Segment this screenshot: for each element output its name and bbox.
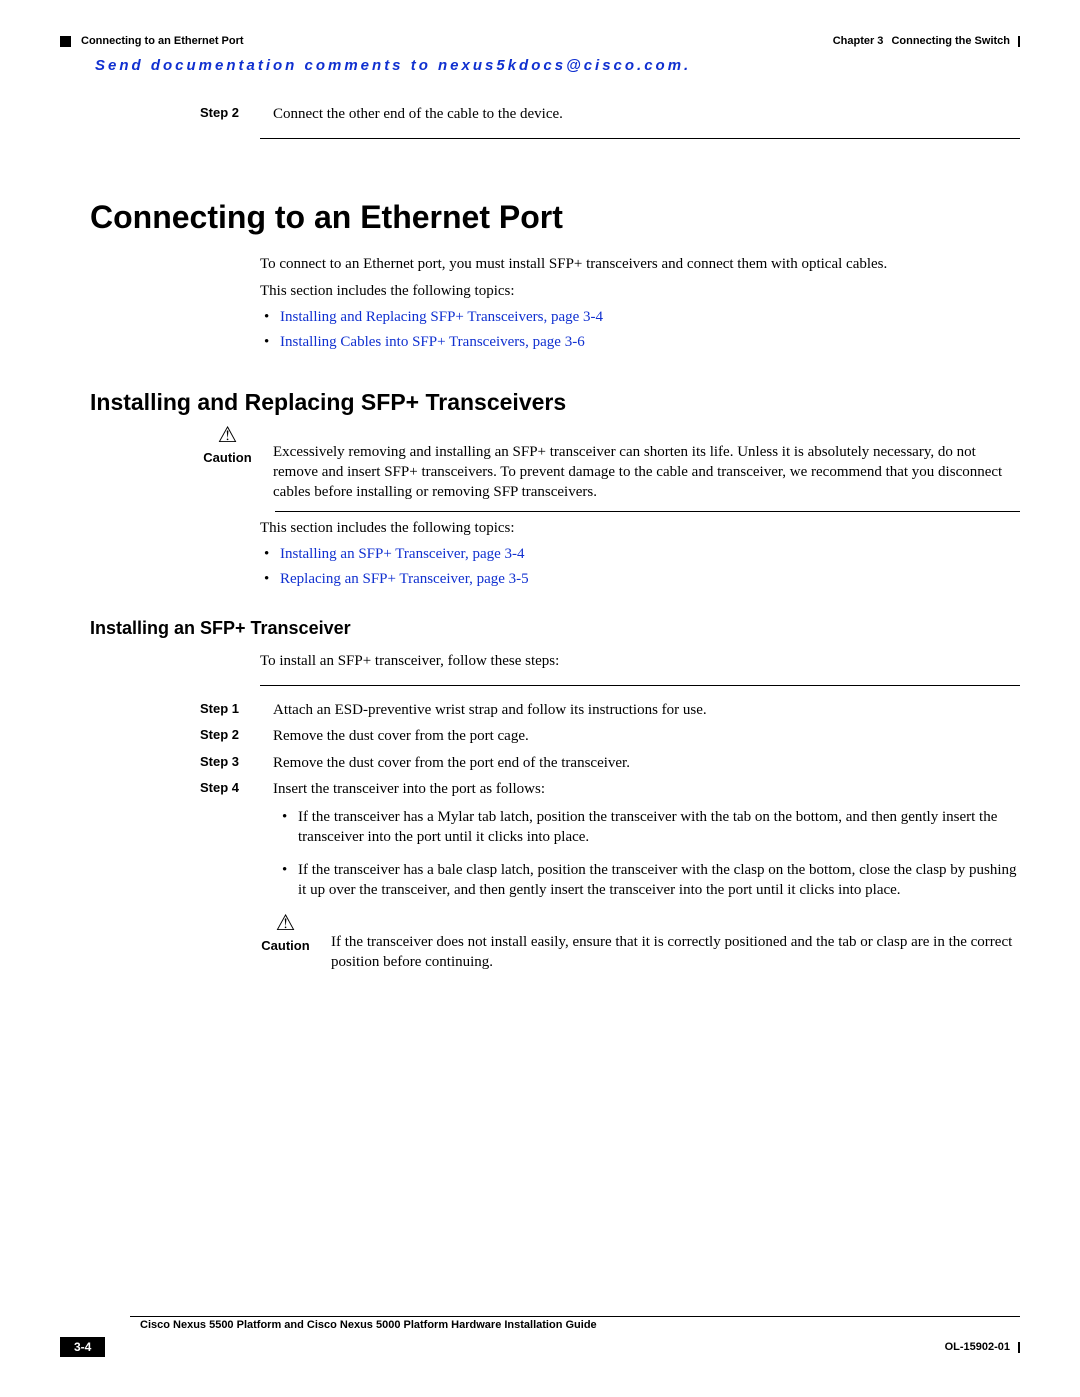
page-footer: Cisco Nexus 5500 Platform and Cisco Nexu…	[60, 1316, 1020, 1357]
xref-link[interactable]: Replacing an SFP+ Transceiver, page 3-5	[280, 571, 529, 587]
divider	[275, 511, 1020, 512]
caution-icon: ⚠	[218, 424, 238, 446]
sub-link-list: Installing an SFP+ Transceiver, page 3-4…	[260, 544, 1020, 590]
step-label: Step 3	[200, 753, 255, 769]
sub-paragraph: This section includes the following topi…	[260, 518, 1020, 538]
caution-block: ⚠ Caution If the transceiver does not in…	[258, 912, 1020, 973]
heading-1: Connecting to an Ethernet Port	[90, 199, 1020, 236]
install-intro: To install an SFP+ transceiver, follow t…	[260, 651, 1020, 671]
step-row: Step 2 Remove the dust cover from the po…	[200, 726, 1020, 746]
step-text: Connect the other end of the cable to th…	[273, 104, 1020, 124]
top-step-row: Step 2 Connect the other end of the cabl…	[200, 104, 1020, 124]
caution-icon: ⚠	[276, 912, 296, 934]
footer-doc-id: OL-15902-01	[945, 1341, 1010, 1353]
heading-2: Installing and Replacing SFP+ Transceive…	[90, 389, 1020, 416]
step-row: Step 3 Remove the dust cover from the po…	[200, 753, 1020, 773]
step-row: Step 4 Insert the transceiver into the p…	[200, 779, 1020, 799]
step-label: Step 2	[200, 104, 255, 120]
step-text: Remove the dust cover from the port end …	[273, 753, 1020, 773]
documentation-comment-line: Send documentation comments to nexus5kdo…	[60, 57, 1020, 74]
caution-text: Excessively removing and installing an S…	[273, 424, 1020, 503]
intro-link-list: Installing and Replacing SFP+ Transceive…	[260, 307, 1020, 353]
caution-label: Caution	[261, 938, 309, 953]
step4-bullet-list: If the transceiver has a Mylar tab latch…	[278, 807, 1020, 900]
step-label: Step 4	[200, 779, 255, 795]
header-chapter-label: Chapter 3	[833, 35, 884, 47]
caution-label: Caution	[203, 450, 251, 465]
footer-bar-icon	[1018, 1342, 1020, 1353]
page-number-badge: 3-4	[60, 1337, 105, 1357]
step4-bullet: If the transceiver has a Mylar tab latch…	[278, 807, 1020, 848]
xref-link[interactable]: Installing an SFP+ Transceiver, page 3-4	[280, 546, 525, 562]
caution-text: If the transceiver does not install easi…	[331, 912, 1020, 973]
heading-3: Installing an SFP+ Transceiver	[90, 618, 1020, 639]
page-header: Connecting to an Ethernet Port Chapter 3…	[60, 35, 1020, 47]
step-text: Remove the dust cover from the port cage…	[273, 726, 1020, 746]
header-chapter-title: Connecting the Switch	[891, 35, 1010, 47]
step-text: Attach an ESD-preventive wrist strap and…	[273, 700, 1020, 720]
footer-guide-title: Cisco Nexus 5500 Platform and Cisco Nexu…	[140, 1319, 1020, 1331]
header-marker-icon	[60, 36, 71, 47]
step-label: Step 2	[200, 726, 255, 742]
header-section-title: Connecting to an Ethernet Port	[81, 35, 244, 47]
intro-paragraph-1: To connect to an Ethernet port, you must…	[260, 254, 1020, 274]
intro-paragraph-2: This section includes the following topi…	[260, 281, 1020, 301]
step4-bullet: If the transceiver has a bale clasp latc…	[278, 860, 1020, 901]
step-label: Step 1	[200, 700, 255, 716]
step-row: Step 1 Attach an ESD-preventive wrist st…	[200, 700, 1020, 720]
xref-link[interactable]: Installing and Replacing SFP+ Transceive…	[280, 309, 603, 325]
step-text: Insert the transceiver into the port as …	[273, 779, 1020, 799]
divider	[260, 138, 1020, 139]
divider	[260, 685, 1020, 686]
caution-block: ⚠ Caution Excessively removing and insta…	[200, 424, 1020, 503]
xref-link[interactable]: Installing Cables into SFP+ Transceivers…	[280, 334, 585, 350]
header-bar-icon	[1018, 36, 1020, 47]
